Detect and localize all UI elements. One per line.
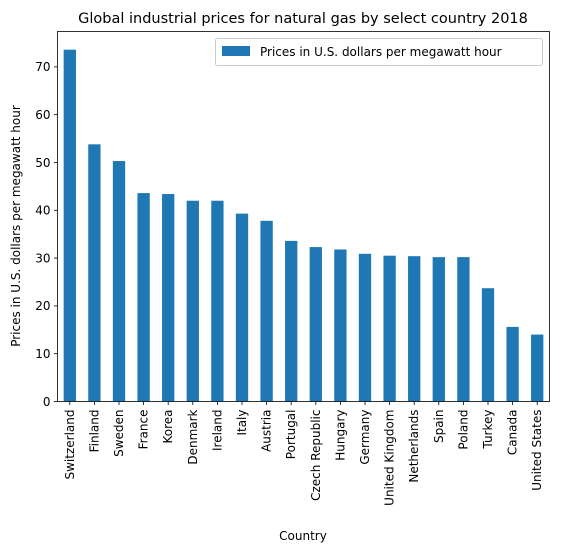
bar-turkey: [481, 288, 495, 402]
bar-netherlands: [408, 256, 421, 402]
y-tick-label: 10: [35, 347, 50, 361]
bar-germany: [358, 253, 372, 402]
bar-korea: [162, 194, 175, 402]
x-tick-label: Ireland: [210, 410, 224, 452]
bar-united-kingdom: [383, 255, 396, 402]
y-tick-label: 20: [35, 299, 50, 313]
x-axis-ticks: Switzerland Finland Sweden France Korea Denma…: [63, 401, 544, 506]
x-tick-label: Turkey: [481, 410, 495, 450]
bar-canada: [506, 326, 519, 402]
y-tick-label: 40: [35, 204, 50, 218]
y-tick-label: 0: [43, 395, 51, 409]
x-tick-label: Italy: [235, 410, 249, 436]
x-tick-label: France: [137, 410, 151, 450]
legend-label: Prices in U.S. dollars per megawatt hour: [260, 45, 502, 59]
plot-area: [57, 31, 550, 402]
x-tick-label: Hungary: [333, 410, 347, 461]
bar-austria: [260, 220, 273, 402]
x-tick-label: Poland: [456, 410, 470, 450]
y-axis-label: Prices in U.S. dollars per megawatt hour: [9, 105, 23, 347]
bar-hungary: [334, 249, 347, 402]
bar-denmark: [186, 200, 199, 402]
chart-title: Global industrial prices for natural gas…: [78, 11, 528, 27]
bar-italy: [235, 213, 249, 402]
y-tick-label: 50: [35, 156, 50, 170]
x-tick-label: Czech Republic: [309, 410, 323, 501]
x-tick-label: Spain: [432, 410, 446, 444]
bar-czech-republic: [309, 247, 322, 402]
x-tick-label: Canada: [506, 410, 520, 456]
bars-group: [63, 49, 544, 402]
bar-sweden: [112, 161, 126, 402]
bar-spain: [432, 257, 445, 402]
x-tick-label: Switzerland: [63, 410, 77, 480]
x-tick-label: United States: [530, 410, 544, 491]
bar-portugal: [285, 240, 298, 402]
x-tick-label: Germany: [358, 410, 372, 465]
x-tick-label: Sweden: [112, 410, 126, 457]
y-tick-label: 30: [35, 251, 50, 265]
x-tick-label: United Kingdom: [383, 410, 397, 506]
y-tick-label: 60: [35, 108, 50, 122]
legend-box: [215, 38, 543, 66]
legend: Prices in U.S. dollars per megawatt hour: [215, 38, 543, 66]
x-tick-label: Korea: [161, 410, 175, 444]
x-tick-label: Denmark: [186, 409, 200, 464]
x-axis-label: Country: [279, 529, 327, 543]
bar-poland: [457, 257, 470, 402]
legend-swatch: [222, 46, 250, 56]
y-tick-label: 70: [35, 60, 50, 74]
bar-france: [137, 193, 150, 402]
x-tick-label: Finland: [87, 410, 101, 453]
bar-switzerland: [63, 49, 76, 402]
x-tick-label: Austria: [260, 410, 274, 452]
x-tick-label: Netherlands: [407, 410, 421, 483]
y-axis-ticks: 0 10 20 30 40 50 60 70: [35, 60, 58, 409]
plot-frame: [57, 31, 550, 402]
x-tick-label: Portugal: [284, 410, 298, 460]
bar-ireland: [211, 200, 224, 402]
bar-finland: [88, 144, 101, 402]
bar-united-states: [531, 334, 544, 402]
